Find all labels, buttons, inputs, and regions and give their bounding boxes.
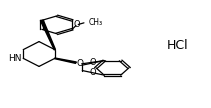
Polygon shape — [55, 58, 76, 63]
Text: HCl: HCl — [166, 39, 188, 52]
Text: O: O — [73, 20, 80, 29]
Text: O: O — [89, 58, 96, 67]
Text: O: O — [89, 68, 96, 77]
Text: CH₃: CH₃ — [88, 18, 102, 27]
Text: HN: HN — [8, 54, 22, 63]
Polygon shape — [40, 20, 55, 50]
Text: O: O — [76, 59, 83, 68]
